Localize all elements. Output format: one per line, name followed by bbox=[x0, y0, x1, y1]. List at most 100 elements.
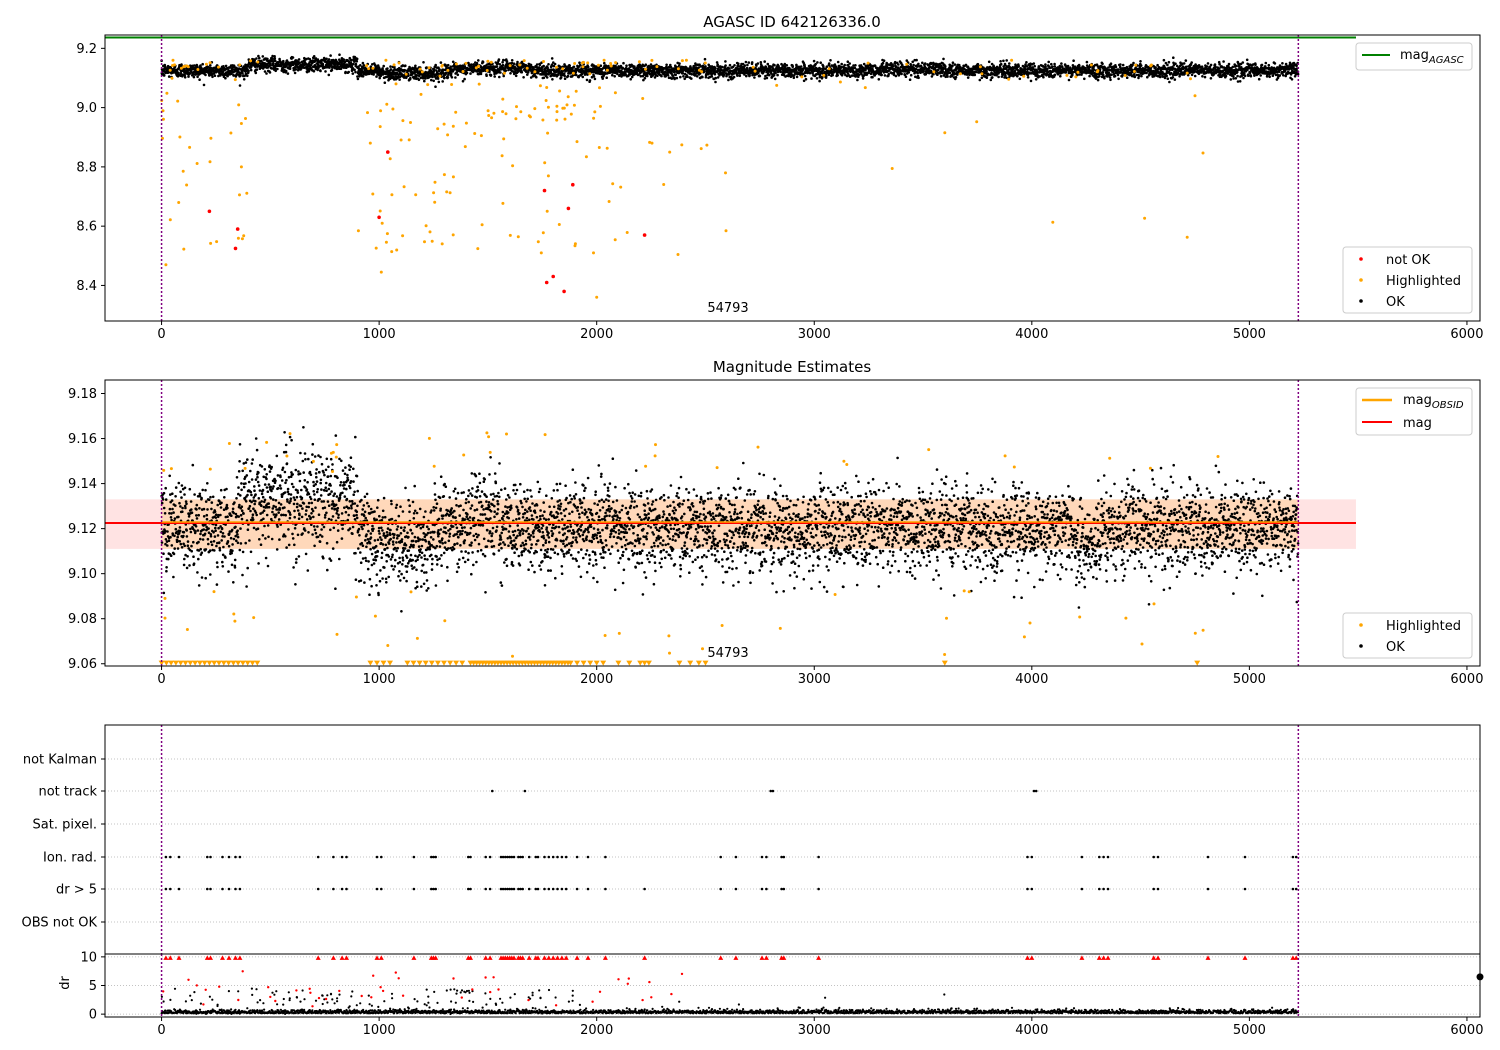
ok-point bbox=[1137, 74, 1141, 78]
ok-point bbox=[345, 66, 348, 69]
ok-point bbox=[1236, 80, 1240, 83]
ok-point bbox=[745, 74, 748, 78]
ok-point bbox=[575, 73, 578, 77]
ok-point bbox=[382, 64, 386, 68]
ok-point bbox=[1241, 61, 1245, 64]
ok-point bbox=[305, 57, 308, 61]
ok-point bbox=[714, 67, 717, 70]
ok-point bbox=[499, 71, 502, 74]
ok-point bbox=[444, 72, 448, 75]
ok-point bbox=[1050, 62, 1053, 66]
ok-point bbox=[389, 68, 393, 71]
ok-point bbox=[1032, 62, 1036, 65]
ok-point bbox=[432, 68, 436, 71]
ok-point bbox=[324, 70, 327, 73]
ok-point bbox=[495, 65, 499, 68]
ok-point bbox=[1072, 59, 1075, 62]
ok-point bbox=[674, 73, 677, 77]
ok-point bbox=[1092, 68, 1096, 72]
ok-point bbox=[944, 65, 947, 68]
ok-point bbox=[1162, 58, 1166, 62]
ok-point bbox=[585, 78, 589, 82]
ok-point bbox=[831, 73, 834, 77]
ok-point bbox=[414, 64, 417, 68]
ok-point bbox=[772, 73, 776, 77]
ok-point bbox=[247, 69, 250, 73]
ok-point bbox=[1008, 62, 1011, 65]
ok-point bbox=[413, 70, 417, 74]
ok-point bbox=[1044, 63, 1047, 66]
ok-point bbox=[755, 64, 758, 67]
ok-point bbox=[997, 75, 1000, 79]
ok-point bbox=[288, 67, 292, 70]
ok-point bbox=[224, 64, 228, 68]
ok-point bbox=[354, 70, 357, 74]
ok-point bbox=[1218, 62, 1221, 66]
ok-point bbox=[291, 56, 295, 59]
ok-point bbox=[787, 74, 790, 78]
ok-point bbox=[818, 79, 821, 83]
ok-point bbox=[599, 64, 603, 67]
ok-point bbox=[199, 64, 202, 67]
ok-point bbox=[417, 78, 421, 82]
ok-point bbox=[485, 74, 488, 77]
ok-point bbox=[973, 73, 977, 77]
ok-point bbox=[1088, 74, 1091, 78]
ok-point bbox=[713, 72, 717, 76]
ok-point bbox=[504, 69, 508, 72]
ok-point bbox=[966, 76, 970, 79]
ok-point bbox=[244, 64, 247, 68]
ok-point bbox=[378, 76, 382, 80]
ok-point bbox=[1037, 65, 1041, 68]
ok-point bbox=[1139, 60, 1142, 63]
ok-point bbox=[861, 77, 865, 80]
ok-point bbox=[404, 64, 407, 67]
ok-point bbox=[451, 60, 455, 64]
ok-point bbox=[450, 76, 454, 79]
ok-point bbox=[843, 63, 846, 67]
ok-point bbox=[1203, 75, 1207, 79]
ok-point bbox=[353, 68, 356, 72]
ok-point bbox=[1033, 64, 1036, 68]
ok-point bbox=[469, 72, 472, 75]
ok-point bbox=[211, 75, 214, 79]
ok-point bbox=[1182, 62, 1186, 65]
ok-point bbox=[1121, 63, 1125, 67]
ok-point bbox=[1168, 80, 1171, 84]
ok-point bbox=[1025, 61, 1028, 64]
ok-point bbox=[1026, 76, 1030, 79]
ok-point bbox=[489, 73, 493, 77]
ok-point bbox=[281, 67, 285, 71]
ok-point bbox=[407, 74, 410, 77]
ok-point bbox=[269, 64, 272, 67]
ok-point bbox=[430, 78, 433, 82]
ok-point bbox=[1013, 69, 1017, 73]
ok-point bbox=[1078, 64, 1081, 68]
ok-point bbox=[695, 75, 699, 78]
ok-point bbox=[398, 78, 401, 81]
ok-point bbox=[545, 76, 549, 79]
ok-point bbox=[857, 73, 861, 76]
ok-point bbox=[1109, 78, 1112, 82]
ok-point bbox=[1101, 71, 1105, 74]
ok-point bbox=[949, 67, 953, 70]
ok-point bbox=[1053, 62, 1056, 66]
ok-point bbox=[1108, 76, 1112, 79]
ok-point bbox=[510, 61, 514, 65]
ok-point bbox=[1243, 72, 1246, 75]
ok-point bbox=[419, 76, 423, 80]
ok-point bbox=[1249, 74, 1253, 78]
ok-point bbox=[258, 56, 261, 60]
ok-point bbox=[333, 63, 337, 66]
ok-point bbox=[249, 68, 253, 72]
ok-point bbox=[526, 73, 529, 76]
ok-point bbox=[932, 73, 935, 76]
ok-point bbox=[1206, 62, 1210, 65]
ok-point bbox=[376, 64, 380, 67]
ok-point bbox=[1238, 80, 1242, 83]
ok-point bbox=[559, 76, 563, 79]
ok-point bbox=[282, 59, 285, 63]
ok-point bbox=[381, 67, 384, 70]
ok-point bbox=[316, 58, 320, 61]
